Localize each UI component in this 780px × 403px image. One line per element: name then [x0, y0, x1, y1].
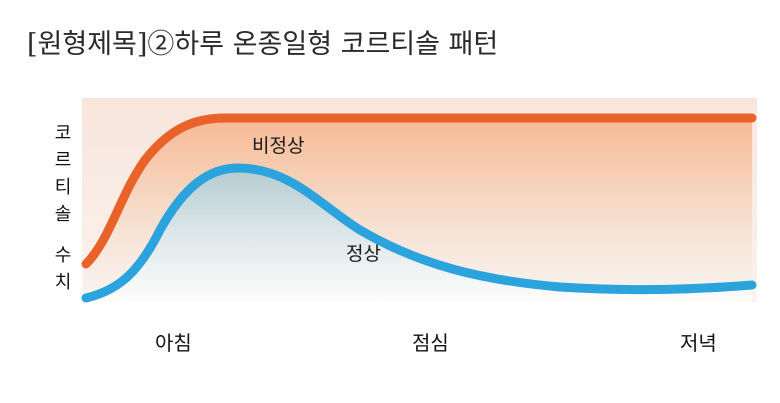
x-tick-noon: 점심 [412, 331, 449, 355]
ylabel-char: 수 [54, 245, 72, 266]
ylabel-char: 르 [54, 150, 72, 171]
chart-title: [원형제목]②하루 온종일형 코르티솔 패턴 [27, 29, 499, 60]
abnormal-series-label: 비정상 [252, 135, 305, 157]
ylabel-char: 티 [54, 177, 72, 198]
normal-line [81, 163, 757, 303]
normal-series-label: 정상 [346, 243, 381, 265]
x-tick-morning: 아침 [155, 331, 192, 355]
y-axis-label: 코 르 티 솔 수 치 [52, 120, 74, 296]
normal-area [82, 168, 752, 302]
ylabel-gap [52, 228, 74, 242]
ylabel-char: 치 [54, 272, 72, 293]
x-tick-evening: 저녁 [680, 331, 717, 355]
abnormal-line [81, 113, 757, 269]
ylabel-char: 솔 [54, 204, 72, 225]
ylabel-char: 코 [54, 123, 72, 144]
